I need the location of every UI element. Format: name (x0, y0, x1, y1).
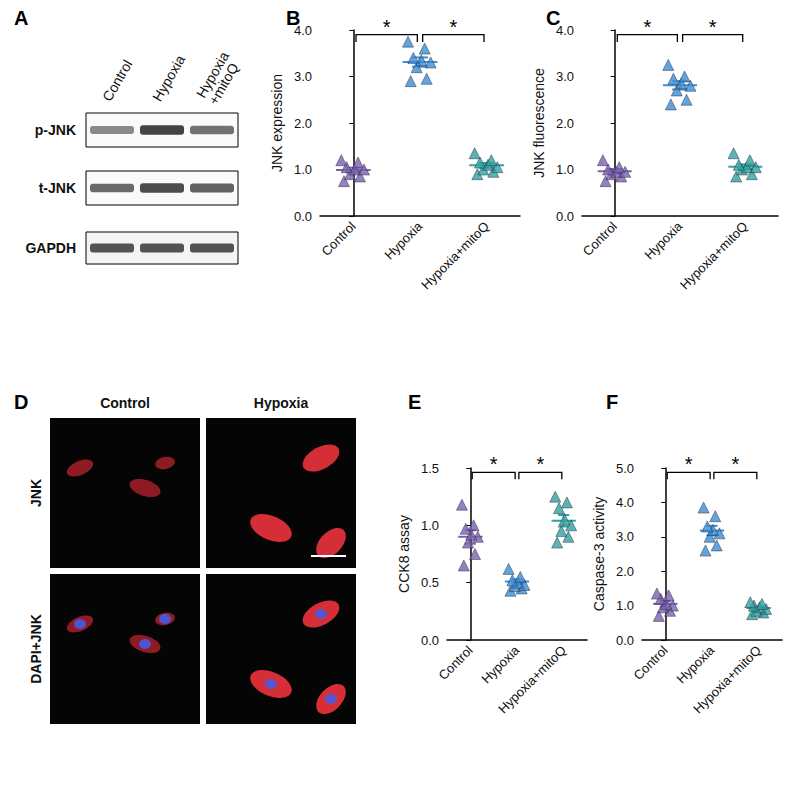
svg-text:0.0: 0.0 (556, 209, 574, 224)
svg-text:JNK expression: JNK expression (269, 74, 285, 172)
svg-text:*: * (449, 16, 457, 38)
svg-text:Caspase-3 activity: Caspase-3 activity (591, 497, 607, 611)
svg-text:CCK8 assay: CCK8 assay (396, 515, 412, 593)
svg-text:Hypoxia+mitoQ: Hypoxia+mitoQ (418, 219, 492, 293)
svg-text:0.0: 0.0 (616, 633, 634, 648)
svg-text:*: * (709, 16, 717, 38)
svg-text:*: * (685, 453, 693, 475)
svg-text:*: * (731, 453, 739, 475)
svg-text:*: * (536, 453, 544, 475)
svg-text:D: D (14, 391, 28, 413)
svg-text:*: * (383, 16, 391, 38)
svg-text:+mitoQ: +mitoQ (205, 60, 242, 107)
svg-text:4.0: 4.0 (556, 23, 574, 38)
svg-text:1.5: 1.5 (421, 461, 439, 476)
svg-text:DAPI+JNK: DAPI+JNK (28, 614, 44, 684)
svg-text:0.0: 0.0 (294, 209, 312, 224)
svg-text:B: B (286, 7, 301, 29)
svg-text:E: E (408, 391, 421, 413)
svg-text:Hypoxia: Hypoxia (193, 48, 233, 101)
svg-text:JNK: JNK (28, 479, 44, 507)
svg-text:Control: Control (99, 57, 135, 104)
svg-text:Hypoxia: Hypoxia (254, 395, 309, 411)
svg-text:3.0: 3.0 (294, 69, 312, 84)
svg-text:*: * (490, 453, 498, 475)
svg-text:1.0: 1.0 (421, 518, 439, 533)
svg-text:4.0: 4.0 (294, 23, 312, 38)
svg-text:5.0: 5.0 (616, 461, 634, 476)
svg-text:JNK fluorescence: JNK fluorescence (531, 68, 547, 178)
svg-text:Control: Control (318, 219, 358, 259)
svg-text:Hypoxia+mitoQ: Hypoxia+mitoQ (677, 219, 751, 293)
svg-text:t-JNK: t-JNK (39, 180, 76, 196)
svg-text:Hypoxia: Hypoxia (642, 218, 686, 262)
svg-text:Hypoxia+mitoQ: Hypoxia+mitoQ (495, 643, 569, 717)
svg-text:Hypoxia: Hypoxia (382, 218, 426, 262)
svg-text:4.0: 4.0 (616, 495, 634, 510)
svg-text:1.0: 1.0 (616, 598, 634, 613)
svg-text:Hypoxia: Hypoxia (149, 52, 188, 104)
svg-text:0.0: 0.0 (421, 633, 439, 648)
svg-text:A: A (14, 7, 28, 29)
svg-text:2.0: 2.0 (616, 564, 634, 579)
svg-text:2.0: 2.0 (294, 116, 312, 131)
svg-text:p-JNK: p-JNK (35, 122, 76, 138)
svg-text:C: C (546, 7, 561, 29)
svg-text:GAPDH: GAPDH (25, 240, 76, 256)
svg-text:Hypoxia+mitoQ: Hypoxia+mitoQ (690, 643, 764, 717)
svg-text:Control: Control (435, 643, 475, 683)
svg-text:Control: Control (630, 643, 670, 683)
svg-text:1.0: 1.0 (294, 162, 312, 177)
svg-text:Hypoxia: Hypoxia (479, 642, 523, 686)
svg-text:3.0: 3.0 (616, 529, 634, 544)
svg-text:*: * (643, 16, 651, 38)
svg-text:2.0: 2.0 (556, 116, 574, 131)
svg-text:Control: Control (100, 395, 150, 411)
svg-text:3.0: 3.0 (556, 69, 574, 84)
svg-text:Hypoxia: Hypoxia (674, 642, 718, 686)
svg-text:Control: Control (580, 219, 620, 259)
svg-text:F: F (606, 391, 618, 413)
svg-text:1.0: 1.0 (556, 162, 574, 177)
svg-text:0.5: 0.5 (421, 575, 439, 590)
